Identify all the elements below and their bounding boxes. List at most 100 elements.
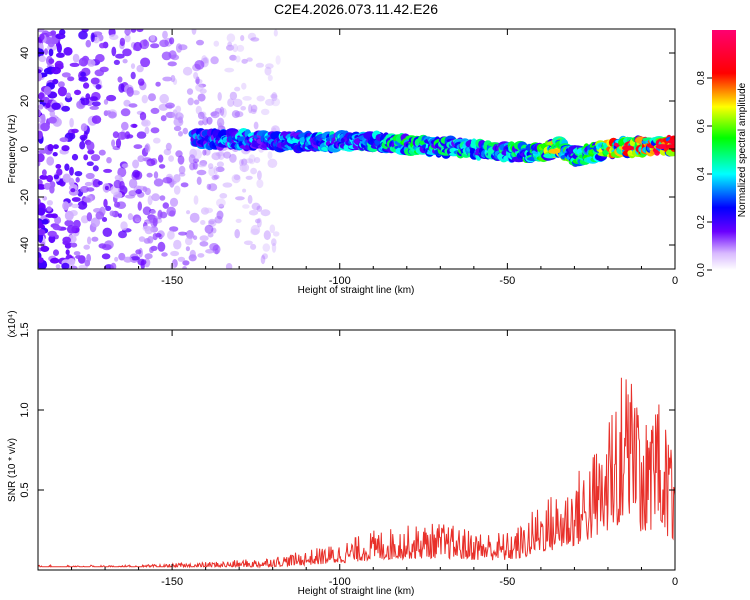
noise-blob (70, 242, 78, 248)
noise-blob (177, 256, 186, 262)
noise-blob (144, 126, 150, 135)
noise-blob (260, 209, 271, 217)
noise-blob (165, 102, 175, 109)
noise-blob (169, 37, 175, 45)
noise-blob (265, 63, 274, 69)
noise-blob (69, 265, 78, 269)
noise-blob (68, 132, 76, 140)
noise-blob (86, 253, 91, 263)
noise-blob (256, 205, 263, 212)
noise-blob (213, 165, 218, 175)
noise-blob (254, 218, 261, 224)
noise-blob (38, 130, 43, 140)
noise-blob (178, 131, 183, 137)
noise-blob (106, 157, 112, 164)
snr-line (38, 377, 675, 569)
noise-blob (47, 144, 54, 152)
noise-blob (78, 57, 89, 67)
noise-blob (245, 175, 253, 180)
noise-blob (234, 229, 240, 239)
noise-blob (162, 177, 173, 184)
spectrogram-x-tick-label: -50 (499, 275, 515, 287)
colorbar-gradient (712, 30, 736, 270)
noise-blob (219, 193, 228, 199)
noise-blob (114, 256, 119, 262)
noise-blob (271, 242, 277, 253)
noise-blob (257, 170, 262, 180)
noise-blob (47, 230, 57, 237)
noise-blob (90, 217, 101, 228)
noise-blob (50, 257, 60, 264)
noise-blob (150, 107, 160, 114)
noise-blob (42, 169, 47, 176)
noise-blob (248, 209, 259, 216)
noise-blob (186, 88, 194, 95)
noise-blob (131, 90, 140, 96)
noise-blob (128, 103, 138, 108)
noise-blob (208, 183, 218, 192)
noise-blob (199, 235, 209, 242)
noise-blob (54, 60, 64, 69)
snr-y-scale-label: (x10⁴) (7, 310, 18, 337)
noise-blob (240, 35, 245, 42)
noise-blob (159, 93, 169, 104)
noise-blob (91, 236, 99, 242)
noise-blob (199, 241, 209, 247)
noise-blob (91, 115, 102, 124)
noise-blob (85, 172, 95, 180)
noise-blob (101, 253, 111, 260)
noise-blob (147, 236, 154, 244)
noise-blob (83, 197, 91, 203)
snr-plot (38, 377, 675, 569)
noise-blob (41, 219, 49, 225)
noise-blob (79, 134, 88, 141)
noise-blob (69, 166, 74, 176)
noise-blob (92, 165, 99, 172)
noise-blob (213, 174, 220, 180)
colorbar-tick-label: 0.4 (696, 167, 707, 181)
noise-blob (159, 195, 166, 201)
noise-blob (241, 158, 248, 166)
noise-blob (243, 240, 253, 246)
noise-blob (167, 61, 177, 67)
noise-blob (103, 99, 109, 105)
noise-blob (182, 265, 187, 269)
noise-blob (40, 122, 50, 132)
noise-blob (95, 54, 105, 63)
noise-blob (49, 185, 55, 194)
snr-y-tick-label: 0.5 (19, 482, 31, 497)
noise-blob (175, 105, 182, 113)
noise-blob (227, 98, 235, 107)
noise-blob (142, 206, 152, 216)
noise-blob (250, 37, 260, 42)
noise-blob (206, 116, 213, 125)
noise-blob (188, 154, 196, 164)
noise-blob (213, 40, 220, 47)
noise-blob (270, 94, 278, 99)
noise-blob (67, 76, 75, 82)
spectrogram-x-tick-label: 0 (672, 275, 678, 287)
spectrogram-y-tick-label: 20 (19, 95, 31, 107)
ridge-hotspot (655, 144, 668, 150)
noise-blob (118, 213, 122, 219)
noise-blob (245, 158, 254, 164)
noise-blob (113, 59, 120, 65)
noise-blob (117, 167, 127, 178)
ridge-hotspot (665, 144, 675, 150)
noise-blob (173, 239, 182, 250)
noise-blob (52, 144, 59, 150)
noise-blob (108, 111, 117, 119)
noise-blob (150, 34, 156, 42)
noise-blob (189, 249, 196, 259)
noise-blob (210, 56, 219, 65)
noise-blob (121, 163, 129, 169)
noise-blob (162, 202, 169, 209)
noise-blob (61, 262, 70, 269)
noise-blob (122, 48, 132, 57)
noise-blob (241, 163, 247, 173)
noise-blob (117, 131, 127, 140)
noise-blob (267, 151, 273, 160)
noise-blob (235, 218, 242, 223)
noise-blob (241, 58, 248, 64)
noise-blob (38, 257, 44, 263)
